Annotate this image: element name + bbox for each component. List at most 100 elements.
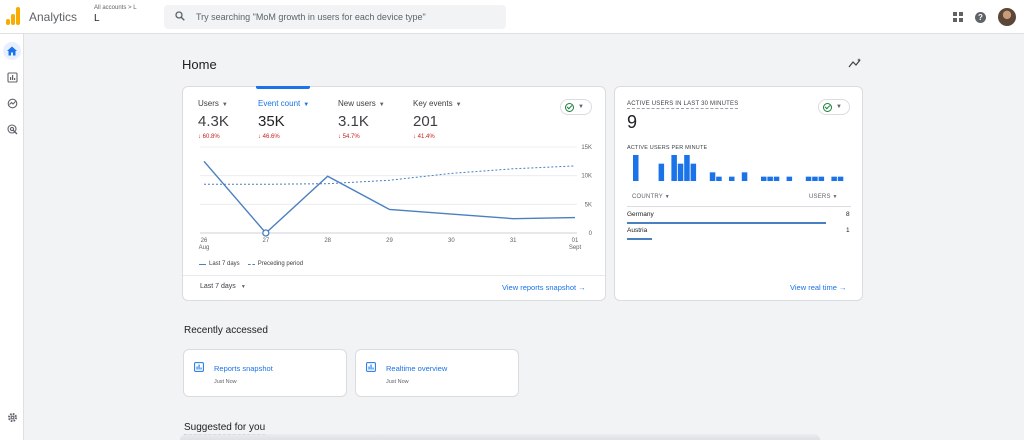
chart-legend: Last 7 days Preceding period: [199, 261, 303, 267]
realtime-heading[interactable]: ACTIVE USERS IN LAST 30 MINUTES: [627, 101, 739, 109]
per-minute-bar[interactable]: [812, 176, 818, 181]
series-line-preceding-period[interactable]: [204, 165, 576, 185]
card-divider: [183, 275, 605, 276]
per-minute-bar[interactable]: [677, 163, 684, 181]
metric-label: Key events: [413, 99, 453, 108]
caret-down-icon[interactable]: ▼: [221, 102, 228, 108]
metric-label: New users: [338, 99, 376, 108]
highlight-point[interactable]: [262, 229, 270, 237]
caret-down-icon: ▼: [836, 104, 842, 110]
home-icon[interactable]: [3, 42, 21, 60]
caret-down-icon: ▼: [578, 104, 584, 110]
recent-item-time: Just Now: [386, 379, 409, 385]
per-minute-bar[interactable]: [658, 163, 665, 181]
account-breadcrumb[interactable]: All accounts > L: [94, 5, 137, 11]
recent-item-realtime-overview[interactable]: Realtime overview Just Now: [355, 349, 519, 397]
settings-gear-icon[interactable]: [3, 408, 21, 426]
caret-down-icon[interactable]: ▼: [303, 102, 310, 108]
per-minute-bar[interactable]: [690, 163, 697, 181]
y-tick-label: 5K: [585, 202, 592, 208]
date-range-dropdown[interactable]: Last 7 days ▼: [200, 283, 246, 290]
per-minute-bar[interactable]: [709, 172, 716, 181]
column-header-users[interactable]: USERS ▼: [809, 194, 838, 200]
recent-item-reports-snapshot[interactable]: Reports snapshot Just Now: [183, 349, 347, 397]
search-bar[interactable]: [164, 5, 506, 29]
caret-down-icon[interactable]: ▼: [378, 102, 385, 108]
metric-label: Users: [198, 99, 219, 108]
active-tab-indicator: [256, 86, 310, 89]
caret-down-icon: ▼: [832, 194, 838, 200]
per-minute-bar-chart: [633, 155, 844, 181]
per-minute-bar[interactable]: [831, 176, 837, 181]
per-minute-bar[interactable]: [767, 176, 773, 181]
x-tick-sublabel: Sept: [569, 245, 582, 251]
data-quality-button[interactable]: ▼: [560, 99, 592, 115]
table-row-share-bar: [627, 222, 827, 224]
search-input[interactable]: [196, 9, 496, 25]
x-tick-label: 31: [510, 238, 517, 244]
x-tick-label: 01: [572, 238, 579, 244]
table-divider: [627, 206, 851, 207]
column-header-country[interactable]: COUNTRY ▼: [632, 194, 670, 200]
per-minute-bar[interactable]: [773, 176, 780, 181]
explore-icon[interactable]: [3, 94, 21, 112]
table-row-share-bar: [627, 238, 652, 240]
help-icon[interactable]: ?: [975, 11, 986, 23]
per-minute-bar[interactable]: [786, 176, 793, 181]
per-minute-bar[interactable]: [633, 155, 639, 181]
arrow-down-icon: ↓: [198, 134, 201, 140]
insights-icon[interactable]: [848, 57, 862, 69]
metric-new-users[interactable]: New users ▼ 3.1K ↓ 54.7%: [338, 99, 385, 140]
table-cell-country: Germany: [627, 211, 654, 218]
per-minute-bar[interactable]: [684, 155, 690, 181]
caret-down-icon: ▼: [240, 284, 246, 290]
check-circle-icon: [823, 102, 832, 112]
x-tick-label: 29: [386, 238, 393, 244]
metric-key-events[interactable]: Key events ▼ 201 ↓ 41.4%: [413, 99, 462, 140]
legend-item-preceding-period: Preceding period: [247, 261, 303, 267]
caret-down-icon: ▼: [664, 194, 670, 200]
recently-accessed-title: Recently accessed: [184, 325, 268, 336]
x-tick-label: 30: [448, 238, 455, 244]
recent-item-title[interactable]: Realtime overview: [386, 364, 448, 373]
recent-item-title[interactable]: Reports snapshot: [214, 364, 273, 373]
data-quality-button[interactable]: ▼: [818, 99, 850, 115]
metric-value: 3.1K: [338, 113, 369, 130]
account-picker[interactable]: All accounts > L L: [94, 5, 137, 24]
metric-value: 4.3K: [198, 113, 229, 130]
per-minute-bar[interactable]: [716, 176, 722, 181]
active-users-count: 9: [627, 112, 638, 132]
app-title: Analytics: [29, 10, 78, 24]
arrow-down-icon: ↓: [338, 134, 341, 140]
table-cell-users: 8: [846, 211, 850, 218]
per-minute-bar[interactable]: [729, 176, 735, 181]
avatar[interactable]: [998, 8, 1016, 26]
per-minute-label: ACTIVE USERS PER MINUTE: [627, 145, 708, 151]
metric-value: 35K: [258, 113, 285, 130]
view-reports-snapshot-link[interactable]: View reports snapshot →: [502, 283, 586, 292]
suggested-cards-edge: [180, 434, 820, 440]
metric-event-count[interactable]: Event count ▼ 35K ↓ 46.6%: [258, 99, 309, 140]
advertising-icon[interactable]: [3, 120, 21, 138]
arrow-down-icon: ↓: [413, 134, 416, 140]
series-line-last-7-days[interactable]: [203, 160, 576, 235]
reports-icon[interactable]: [3, 68, 21, 86]
metric-change: 41.4%: [417, 134, 435, 140]
analytics-logo-icon[interactable]: [6, 7, 20, 25]
metric-users[interactable]: Users ▼ 4.3K ↓ 60.8%: [198, 99, 229, 140]
caret-down-icon[interactable]: ▼: [455, 102, 462, 108]
property-name[interactable]: L: [94, 13, 100, 24]
x-tick-label: 28: [324, 238, 331, 244]
per-minute-bar[interactable]: [837, 176, 844, 181]
y-tick-label: 0: [589, 231, 593, 237]
metric-value: 201: [413, 113, 439, 130]
per-minute-bar[interactable]: [671, 155, 677, 181]
per-minute-bar[interactable]: [805, 176, 812, 181]
metric-label: Event count: [258, 99, 301, 108]
per-minute-bar[interactable]: [741, 172, 748, 181]
per-minute-bar[interactable]: [818, 176, 825, 181]
apps-grid-icon[interactable]: [953, 12, 963, 22]
per-minute-bar[interactable]: [761, 176, 767, 181]
view-real-time-link[interactable]: View real time →: [790, 283, 847, 292]
